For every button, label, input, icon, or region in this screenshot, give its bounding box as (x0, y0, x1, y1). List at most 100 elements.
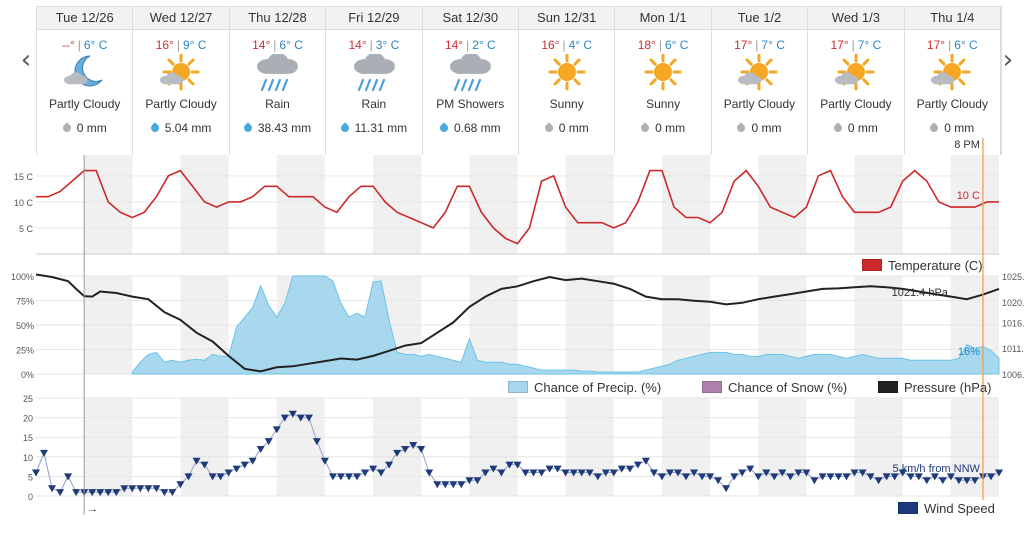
day-card[interactable]: Thu 1/4 17° | 6° C Partly Cloudy 0 mm (904, 7, 1001, 155)
day-card[interactable]: Fri 12/29 14° | 3° C Rain 11.31 mm (326, 7, 423, 155)
day-precip: 0.68 mm (423, 121, 518, 135)
day-card[interactable]: Mon 1/1 18° | 6° C Sunny 0 mm (615, 7, 712, 155)
day-temps: --° | 6° C (61, 38, 108, 52)
wind-direction-marker (489, 465, 498, 473)
day-card[interactable]: Sat 12/30 14° | 2° C PM Showers 0.68 mm (422, 7, 519, 155)
wind-direction-marker (136, 485, 145, 493)
night-band (758, 155, 807, 254)
day-card[interactable]: Wed 1/3 17° | 7° C Partly Cloudy 0 mm (808, 7, 905, 155)
wind-direction-marker (601, 469, 610, 477)
wind-direction-marker (946, 473, 955, 481)
day-low: 7° C (761, 38, 785, 52)
day-card[interactable]: Tue 1/2 17° | 7° C Partly Cloudy 0 mm (711, 7, 809, 155)
raindrop-icon (735, 122, 748, 134)
pressure-axis-tick: 1020. (1002, 298, 1024, 308)
wind-direction-marker (336, 473, 345, 481)
day-low: 6° C (279, 38, 303, 52)
night-band (373, 155, 422, 254)
legend-temperature-label: Temperature (C) (888, 258, 983, 273)
day-high: 17° (734, 38, 753, 52)
wind-swatch (898, 502, 918, 514)
legend-pressure-label: Pressure (hPa) (904, 380, 992, 395)
daily-forecast-strip: Tue 12/26 --° | 6° C Partly Cloudy 0 mm Wed 12… (36, 6, 1002, 155)
wind-direction-marker (320, 457, 329, 465)
wind-direction-marker (264, 438, 273, 446)
legend-pressure[interactable]: Pressure (hPa) (878, 380, 991, 396)
precip-swatch (508, 381, 528, 393)
wind-direction-marker (417, 446, 426, 453)
precip-axis-tick: 75% (16, 297, 34, 307)
wind-direction-marker (722, 485, 731, 493)
wind-axis-tick: 5 (28, 472, 33, 482)
chart-panel-bg (36, 155, 999, 254)
temperature-swatch (862, 259, 882, 271)
day-temps: 18° | 6° C (637, 38, 689, 52)
legend-precip-label: Chance of Precip. (%) (534, 380, 662, 395)
day-high: 16° (541, 38, 560, 52)
sun-cloud-icon (929, 53, 975, 94)
day-card[interactable]: Tue 12/26 --° | 6° C Partly Cloudy 0 mm (37, 7, 134, 155)
wind-direction-marker (922, 477, 931, 485)
rain-cloud-icon (254, 52, 300, 94)
night-band (661, 276, 711, 374)
wind-direction-marker (128, 485, 137, 493)
wind-direction-marker (200, 461, 209, 469)
wind-direction-marker (256, 446, 265, 453)
precip-area (131, 275, 1000, 375)
legend-wind[interactable]: Wind Speed (898, 501, 995, 517)
day-temps: 17° | 7° C (734, 38, 785, 52)
day-temps: 16° | 9° C (155, 38, 207, 52)
wind-direction-marker (425, 469, 434, 477)
raindrop-icon (338, 122, 351, 134)
day-low: 9° C (182, 38, 207, 52)
raindrop-icon (639, 122, 651, 134)
previous-arrow-icon[interactable]: ‹ (20, 45, 32, 75)
night-band (950, 276, 999, 374)
day-precip: 0 mm (905, 121, 1000, 135)
day-card[interactable]: Sun 12/31 16° | 4° C Sunny 0 mm (519, 7, 616, 155)
day-temps: 14° | 3° C (348, 38, 400, 52)
wind-direction-marker (609, 469, 618, 477)
day-precip: 0 mm (615, 121, 710, 135)
day-date: Wed 12/27 (133, 7, 229, 30)
wind-direction-marker (184, 473, 193, 481)
wind-direction-marker (979, 473, 987, 481)
wind-direction-marker (930, 473, 939, 481)
wind-direction-marker (176, 481, 185, 489)
wind-direction-marker (369, 465, 378, 473)
wind-direction-marker (826, 473, 835, 481)
day-condition: Partly Cloudy (723, 97, 796, 111)
legend-wind-label: Wind Speed (924, 501, 995, 516)
night-band (469, 155, 518, 254)
day-precip: 5.04 mm (133, 121, 228, 135)
night-band (180, 398, 229, 496)
wind-direction-marker (433, 481, 442, 489)
night-band (854, 398, 903, 496)
wind-direction-marker (441, 481, 450, 489)
wind-direction-marker (818, 473, 827, 481)
day-precip-value: 0 mm (655, 121, 686, 135)
pressure-line (35, 273, 1000, 373)
legend-precip[interactable]: Chance of Precip. (%) (508, 380, 661, 396)
sun-cloud-icon (833, 53, 879, 94)
wind-direction-marker (377, 469, 386, 477)
wind-direction-marker (746, 465, 755, 473)
legend-snow[interactable]: Chance of Snow (%) (702, 380, 847, 396)
raindrop-icon (832, 122, 844, 134)
night-band (661, 398, 711, 496)
day-card[interactable]: Wed 12/27 16° | 9° C Partly Cloudy 5.04 mm (133, 7, 230, 155)
temp-axis-tick: 10 C (14, 198, 34, 208)
chart-panel-bg (36, 276, 999, 374)
wind-direction-marker (633, 461, 642, 469)
wind-axis-tick: 15 (23, 433, 33, 443)
wind-direction-marker (393, 449, 402, 457)
day-precip-value: 38.43 mm (257, 121, 312, 135)
raindrop-icon (928, 122, 940, 134)
day-card[interactable]: Thu 12/28 14° | 6° C Rain 38.43 mm (229, 7, 327, 155)
next-arrow-icon[interactable]: › (1002, 45, 1014, 75)
wind-direction-marker (545, 465, 554, 473)
wind-axis-tick: 25 (23, 394, 33, 404)
wind-direction-marker (48, 485, 56, 493)
legend-temperature[interactable]: Temperature (C) (862, 258, 983, 274)
